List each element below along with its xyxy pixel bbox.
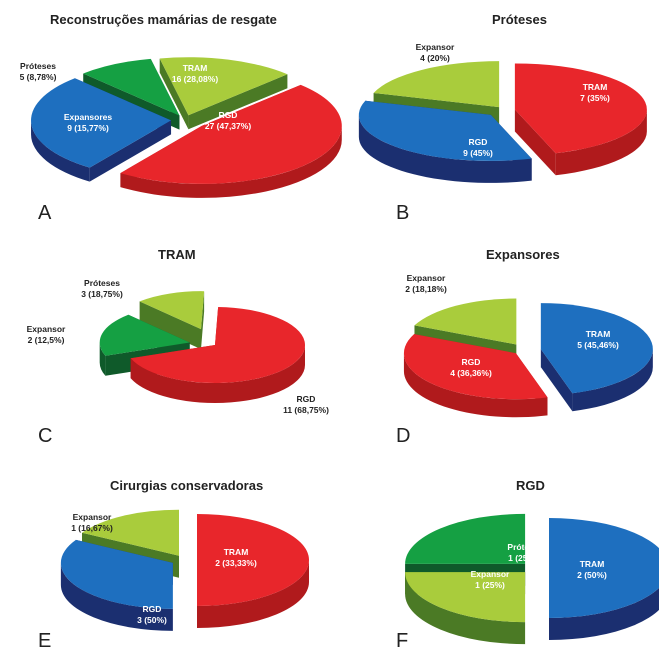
slice-value-label: 1 (25%) bbox=[475, 580, 505, 590]
slice-name-label: Expansor bbox=[73, 512, 112, 522]
slice-name-label: Expansor bbox=[416, 42, 455, 52]
panel-letter: F bbox=[396, 630, 409, 652]
slice-value-label: 2 (18,18%) bbox=[405, 284, 447, 294]
chart-title: TRAM bbox=[158, 247, 196, 262]
slice-name-label: TRAM bbox=[224, 547, 249, 557]
slice-value-label: 1 (25%) bbox=[508, 553, 538, 563]
chart-title: Expansores bbox=[486, 247, 560, 262]
slice-value-label: 11 (68,75%) bbox=[283, 405, 329, 415]
pie-slice-rgd bbox=[197, 514, 309, 628]
panel-letter: E bbox=[38, 630, 52, 652]
panel-letter: A bbox=[38, 202, 52, 224]
chart-title: Cirurgias conservadoras bbox=[110, 478, 264, 493]
slice-value-label: 5 (8,78%) bbox=[20, 72, 57, 82]
pie-slice-rgd bbox=[403, 334, 548, 418]
slice-name-label: Expansor bbox=[27, 324, 66, 334]
slice-name-label: RGD bbox=[462, 357, 481, 367]
slice-name-label: Prótese bbox=[507, 542, 538, 552]
panel-f: RGD F TRAM 2 (50%) Expansor 1 (25%) Prótese 1… bbox=[330, 450, 659, 663]
panel-a: Reconstruções mamárias de resgate A RGD 2… bbox=[0, 0, 342, 225]
slice-value-label: 5 (45,46%) bbox=[577, 340, 619, 350]
pie-slice-tram bbox=[358, 100, 532, 183]
slice-value-label: 3 (18,75%) bbox=[81, 289, 123, 299]
chart-title: Próteses bbox=[492, 12, 547, 27]
pie-slice-expansores bbox=[159, 57, 288, 130]
slice-name-label: TRAM bbox=[580, 559, 605, 569]
slice-value-label: 2 (33,33%) bbox=[215, 558, 257, 568]
pie-slice-rgd bbox=[514, 63, 647, 176]
panel-c: TRAM C RGD 11 (68,75%) Próteses 3 (18,75%) E… bbox=[0, 225, 330, 450]
slice-value-label: 3 (50%) bbox=[137, 615, 167, 625]
panel-e: Cirurgias conservadoras E RGD 3 (50%) TRAM… bbox=[0, 450, 330, 663]
slice-value-label: 7 (35%) bbox=[580, 93, 610, 103]
slice-value-label: 2 (50%) bbox=[577, 570, 607, 580]
panel-letter: D bbox=[396, 425, 411, 447]
chart-title: RGD bbox=[516, 478, 545, 493]
slice-name-label: Próteses bbox=[84, 278, 120, 288]
chart-title: Reconstruções mamárias de resgate bbox=[50, 12, 277, 27]
panel-d: Expansores D TRAM 5 (45,46%) RGD 4 (36,36%)… bbox=[330, 225, 659, 450]
slice-name-label: TRAM bbox=[183, 63, 208, 73]
slice-name-label: Expansor bbox=[471, 569, 510, 579]
pie-slice-expansor bbox=[139, 291, 205, 350]
pie-slice-tram bbox=[60, 539, 173, 631]
pie-slice-tram bbox=[549, 518, 659, 640]
pie-slice-rgd bbox=[120, 84, 342, 198]
slice-value-label: 9 (15,77%) bbox=[67, 123, 109, 133]
slice-name-label: RGD bbox=[143, 604, 162, 614]
slice-value-label: 4 (20%) bbox=[420, 53, 450, 63]
panel-letter: C bbox=[38, 425, 53, 447]
slice-value-label: 9 (45%) bbox=[463, 148, 493, 158]
panel-letter: B bbox=[396, 202, 410, 224]
slice-value-label: 1 (16,67%) bbox=[71, 523, 113, 533]
slice-name-label: RGD bbox=[219, 110, 238, 120]
pie-slice-tram bbox=[31, 78, 172, 182]
slice-value-label: 4 (36,36%) bbox=[450, 368, 492, 378]
slice-value-label: 2 (12,5%) bbox=[28, 335, 65, 345]
slice-name-label: Próteses bbox=[20, 61, 56, 71]
slice-name-label: RGD bbox=[297, 394, 316, 404]
pie-slice-rgd bbox=[130, 307, 305, 403]
slice-value-label: 16 (28,08%) bbox=[172, 74, 218, 84]
pie-slice-expansor bbox=[405, 572, 526, 645]
slice-value-label: 27 (47,37%) bbox=[205, 121, 251, 131]
slice-name-label: RGD bbox=[469, 137, 488, 147]
slice-name-label: TRAM bbox=[586, 329, 611, 339]
slice-name-label: TRAM bbox=[583, 82, 608, 92]
slice-name-label: Expansores bbox=[64, 112, 112, 122]
panel-b: Próteses B RGD 9 (45%) TRAM 7 (35%) Expansor… bbox=[330, 0, 659, 225]
pie-slice-tram bbox=[540, 303, 653, 412]
slice-name-label: Expansor bbox=[407, 273, 446, 283]
